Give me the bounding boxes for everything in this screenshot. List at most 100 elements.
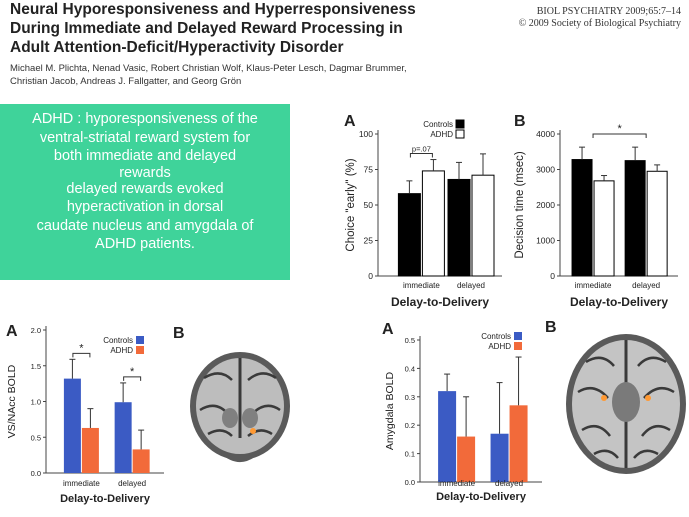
y-axis-label: VS/NAcc BOLD (6, 364, 18, 438)
category-label: delayed (457, 281, 485, 290)
legend-swatch (514, 342, 522, 350)
y-tick-label: 0.3 (405, 393, 415, 402)
y-tick-label: 2.0 (31, 326, 41, 335)
category-label: delayed (118, 479, 146, 488)
activation-spot (645, 395, 651, 401)
y-tick-label: 50 (364, 200, 374, 210)
paper-title: Neural Hyporesponsiveness and Hyperrespo… (10, 0, 430, 57)
legend-swatch (455, 129, 465, 139)
choice-early-chart: A 0 25 50 75 100 immediate delayed Choice "earl… (344, 113, 502, 309)
bar-adhd (457, 436, 476, 482)
bar-adhd (509, 405, 528, 482)
y-tick-label: 2000 (536, 200, 555, 210)
legend-label: Controls (103, 336, 133, 345)
y-tick-label: 4000 (536, 129, 555, 139)
bar-adhd (81, 427, 99, 473)
summary-line: ventral-striatal reward system for (39, 129, 251, 146)
y-tick-label: 1000 (536, 236, 555, 246)
category-label: immediate (575, 281, 612, 290)
y-tick-label: 0.0 (405, 478, 415, 487)
significance-label: p=.07 (412, 145, 431, 154)
category-label: delayed (495, 479, 523, 488)
panel-label: A (6, 323, 18, 340)
y-tick-label: 0.0 (31, 469, 41, 478)
journal-citation: BIOL PSYCHIATRY 2009;65:7–14 © 2009 Soci… (476, 6, 681, 30)
legend-label: ADHD (110, 346, 133, 355)
author-list: Michael M. Plichta, Nenad Vasic, Robert … (10, 62, 410, 88)
panel-label: B (514, 113, 526, 130)
y-tick-label: 1.0 (31, 398, 41, 407)
bar-adhd (421, 170, 445, 277)
author-line: Christian Jacob, Andreas J. Fallgatter, … (10, 76, 242, 87)
significance-label: * (617, 123, 622, 135)
coronal-brain-image: B (173, 325, 290, 462)
summary-line: hyperactivation in dorsal (66, 199, 224, 215)
summary-line: rewards (119, 164, 171, 181)
summary-line: caudate nucleus and amygdala of (36, 217, 254, 234)
amygdala-bold-chart: A 0.0 0.1 0.2 0.3 0.4 0.5 immediate delayed Amyg… (382, 321, 542, 503)
author-line: Michael M. Plichta, Nenad Vasic, Robert … (10, 63, 407, 74)
summary-line: ADHD : hyporesponsiveness of the (32, 111, 258, 127)
copyright-line: © 2009 Society of Biological Psychiatry (518, 18, 681, 29)
bar-controls (114, 402, 132, 473)
bar-controls (397, 193, 421, 277)
legend-label: ADHD (430, 130, 453, 139)
y-axis-label: Choice "early" (%) (345, 158, 357, 251)
bar-adhd (471, 174, 495, 277)
y-tick-label: 0 (368, 271, 373, 281)
y-tick-label: 0.2 (405, 421, 415, 430)
axial-brain-image: B (545, 319, 686, 474)
bar-controls (624, 160, 646, 277)
bar-controls (63, 378, 81, 473)
significance-bracket (72, 352, 91, 358)
panel-label: B (173, 325, 185, 342)
title-line: Adult Attention-Deficit/Hyperactivity Di… (10, 39, 344, 56)
bar-adhd (132, 449, 150, 473)
vs-nacc-bold-chart: A 0.0 0.5 1.0 1.5 2.0 immediate delayed VS/NAcc… (6, 323, 164, 505)
y-tick-label: 0.1 (405, 450, 415, 459)
significance-label: * (130, 366, 135, 378)
y-tick-label: 0.5 (405, 336, 415, 345)
title-line: During Immediate and Delayed Reward Proc… (10, 20, 403, 37)
activation-spot (601, 395, 607, 401)
y-tick-label: 0 (550, 271, 555, 281)
summary-line: both immediate and delayed (53, 148, 237, 164)
significance-bracket (409, 153, 433, 158)
category-label: immediate (403, 281, 440, 290)
bar-controls (447, 178, 471, 277)
legend-swatch (455, 119, 465, 129)
activation-spot (250, 428, 256, 434)
y-tick-label: 1.5 (31, 362, 41, 371)
y-tick-label: 0.5 (31, 433, 41, 442)
journal-line: BIOL PSYCHIATRY 2009;65:7–14 (536, 6, 681, 17)
x-axis-label: Delay-to-Delivery (436, 491, 527, 503)
significance-label: * (79, 342, 84, 354)
legend-label: Controls (423, 120, 453, 129)
y-tick-label: 0.4 (405, 364, 415, 373)
y-tick-label: 75 (364, 165, 374, 175)
decision-time-chart: B 0 1000 2000 3000 4000 immediate delayed Decis… (514, 113, 678, 309)
y-axis-label: Decision time (msec) (514, 151, 526, 259)
x-axis-label: Delay-to-Delivery (60, 493, 151, 505)
legend-label: Controls (481, 332, 511, 341)
legend-swatch (514, 332, 522, 340)
category-label: immediate (63, 479, 100, 488)
coronal-brain-slice (190, 352, 290, 462)
significance-bracket (123, 376, 142, 381)
significance-bracket (592, 133, 647, 138)
category-label: immediate (438, 479, 475, 488)
y-axis-label: Amygdala BOLD (384, 371, 396, 450)
x-axis-label: Delay-to-Delivery (570, 295, 668, 309)
y-tick-label: 3000 (536, 165, 555, 175)
summary-line: ADHD patients. (95, 236, 195, 252)
panel-label: A (382, 321, 394, 338)
legend-swatch (136, 336, 144, 344)
bar-adhd (593, 180, 615, 277)
bar-controls (571, 159, 593, 277)
y-tick-label: 25 (364, 236, 374, 246)
panel-label: A (344, 113, 356, 130)
bar-adhd (646, 170, 668, 277)
legend-label: ADHD (488, 342, 511, 351)
y-tick-label: 100 (359, 129, 373, 139)
title-line: Neural Hyporesponsiveness and Hyperrespo… (10, 1, 416, 18)
